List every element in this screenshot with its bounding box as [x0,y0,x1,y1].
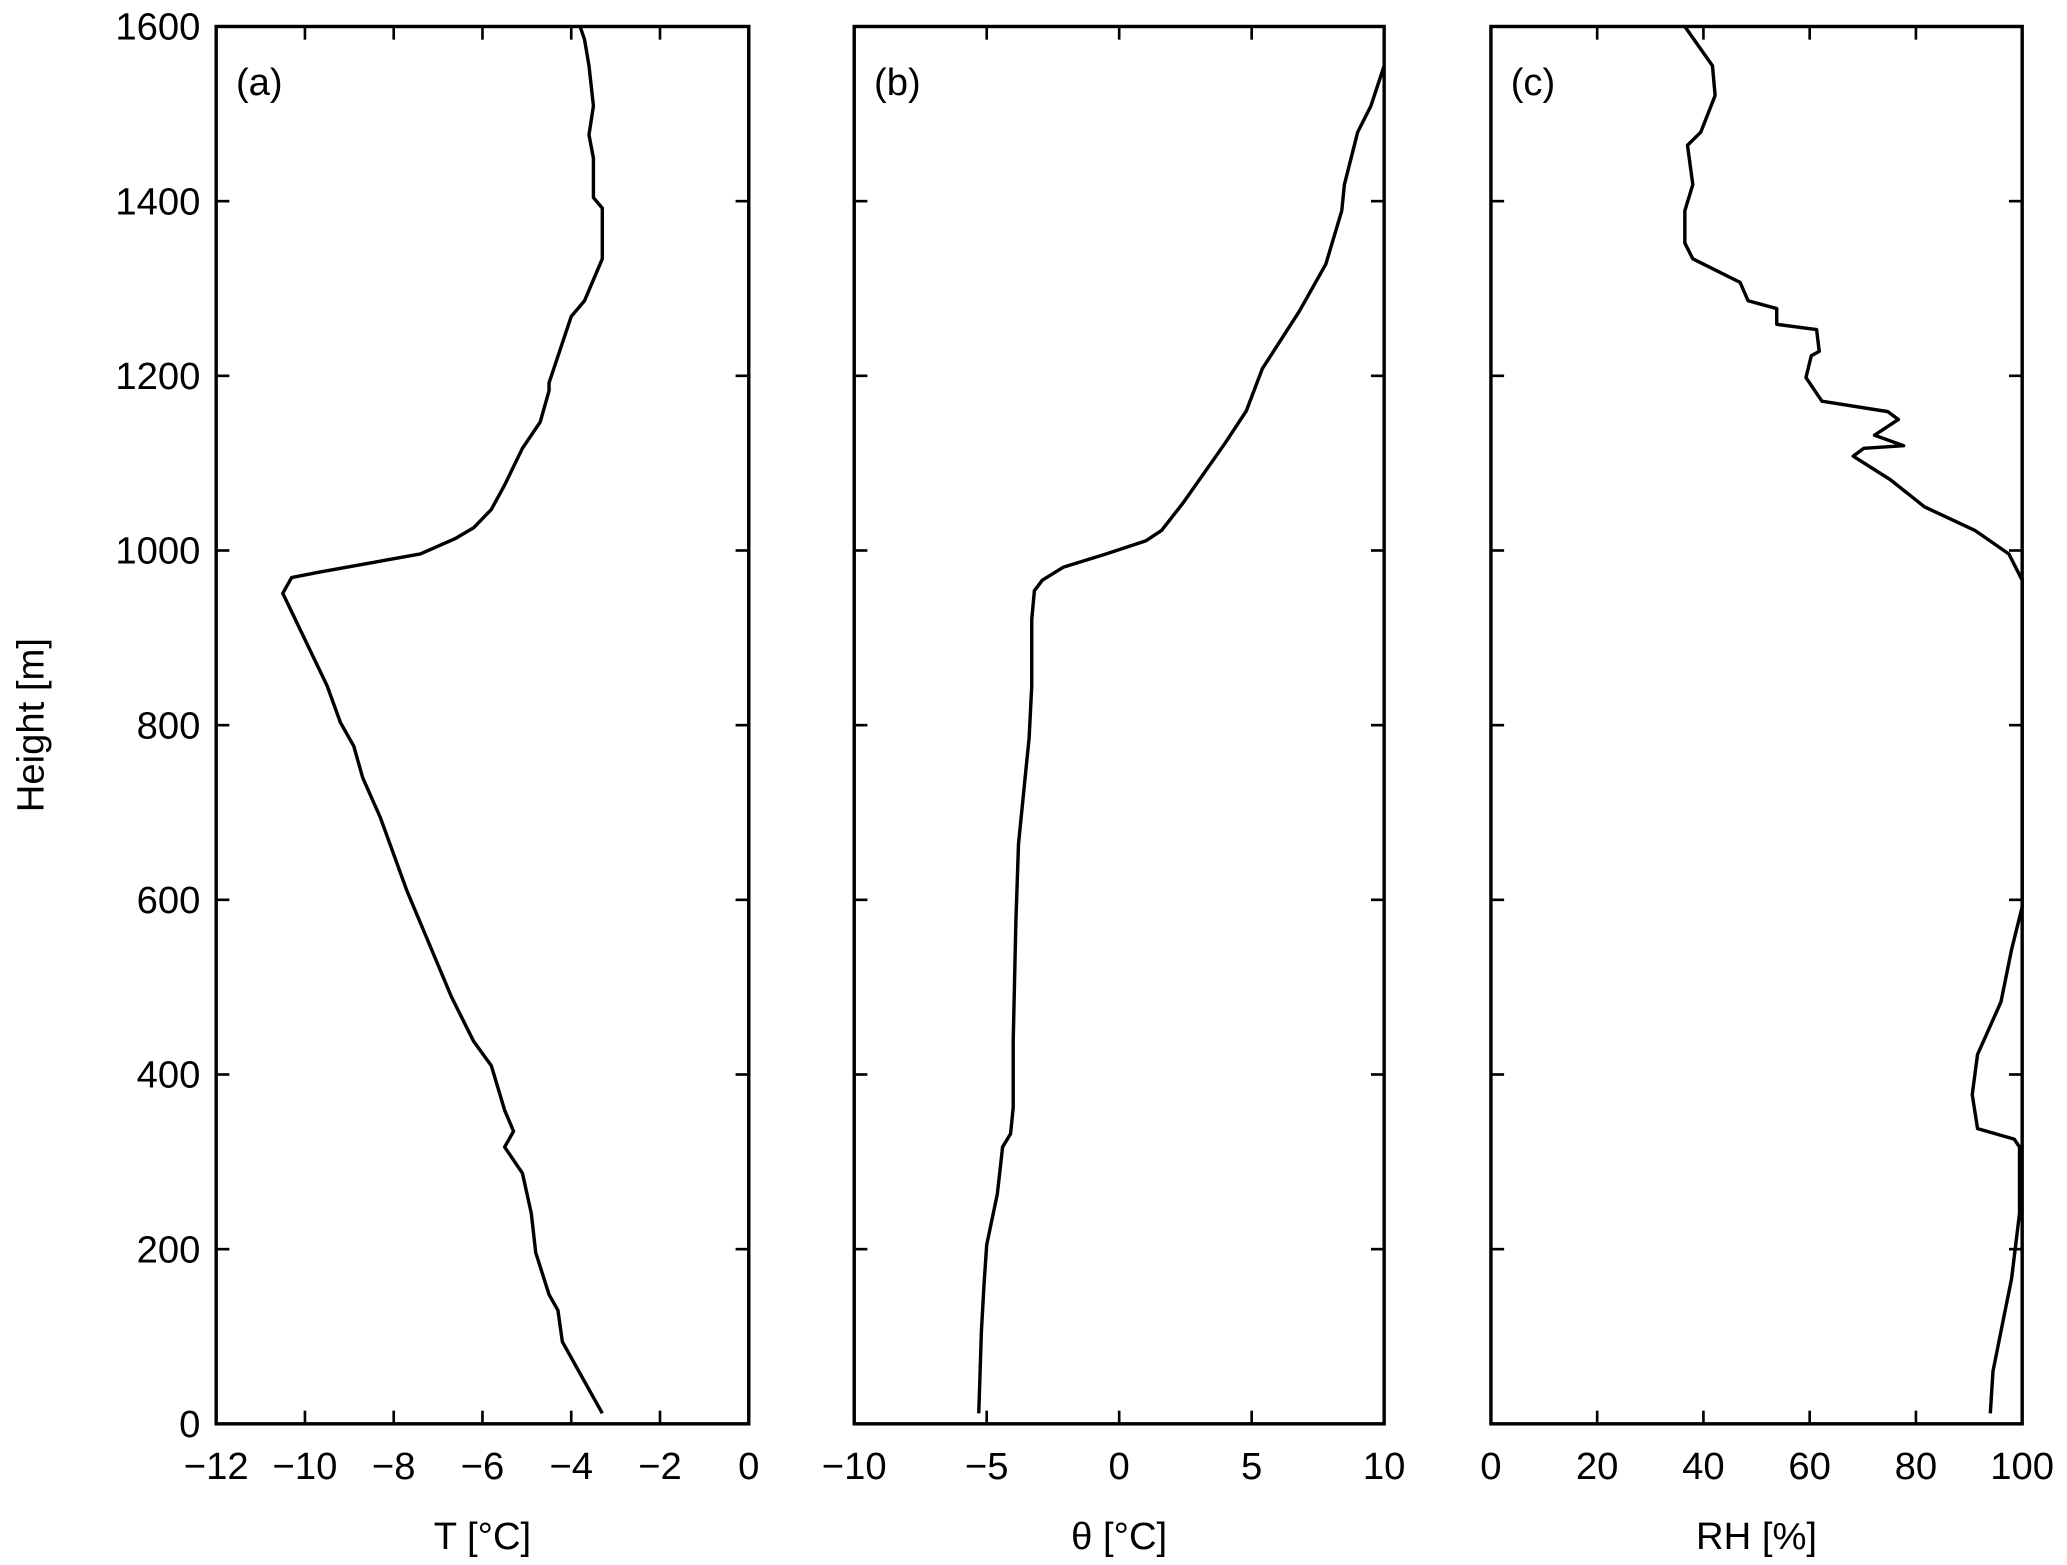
plot-frame [214,24,751,1426]
x-tick-label: −12 [184,1445,249,1488]
y-axis-label: Height [m] [10,638,53,812]
x-tick-label: 5 [1241,1445,1262,1488]
panel-label: (c) [1511,61,1556,104]
panel-label: (b) [874,61,921,104]
x-tick-label: −2 [638,1445,682,1488]
x-axis-label: θ [°C] [1071,1515,1167,1558]
y-tick-label: 200 [137,1228,201,1271]
profile-line [281,25,605,1415]
x-axis-label: RH [%] [1696,1515,1817,1558]
x-tick-label: 0 [738,1445,759,1488]
x-axis-label: T [°C] [434,1515,531,1558]
y-tick-label: 1600 [115,6,200,49]
x-tick-label: −5 [965,1445,1009,1488]
y-tick-label: 400 [137,1054,201,1097]
y-tick-label: 800 [137,704,201,747]
y-tick-label: 1400 [115,180,200,223]
y-tick-label: 0 [179,1403,200,1446]
plot-frame [1489,24,2024,1426]
x-tick-label: 60 [1788,1445,1831,1488]
x-tick-label: 0 [1480,1445,1501,1488]
x-tick-label: −4 [549,1445,593,1488]
x-tick-label: −10 [822,1445,887,1488]
x-tick-label: 0 [1109,1445,1130,1488]
plot-frame [852,24,1386,1426]
profile-line [977,65,1386,1414]
panel-label: (a) [236,61,283,104]
x-tick-label: 100 [1990,1445,2054,1488]
y-tick-label: 1000 [115,530,200,573]
x-tick-label: 10 [1363,1445,1406,1488]
x-tick-label: −8 [372,1445,416,1488]
x-tick-label: −10 [273,1445,338,1488]
x-tick-label: −6 [461,1445,505,1488]
y-tick-label: 1200 [115,355,200,398]
x-tick-label: 20 [1576,1445,1619,1488]
profile-line [1683,25,2024,1414]
y-tick-label: 600 [137,879,201,922]
x-tick-label: 40 [1682,1445,1725,1488]
x-tick-label: 80 [1895,1445,1938,1488]
